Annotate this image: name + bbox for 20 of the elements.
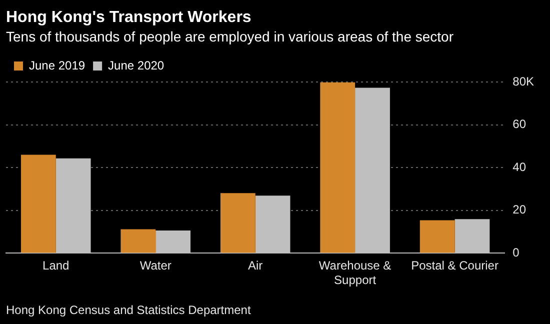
text: Hong Kong Census and Statistics Department <box>6 303 252 317</box>
bar <box>220 193 256 253</box>
legend-label: June 2020 <box>108 58 164 72</box>
x-tick-label: Land <box>42 258 70 273</box>
bar <box>20 154 56 253</box>
y-tick-label: 60 <box>512 117 526 132</box>
chart-title: Hong Kong's Transport Workers <box>6 9 252 26</box>
y-tick-label: 20 <box>512 202 526 217</box>
x-tick-label: Warehouse & Support <box>318 258 392 288</box>
y-tick-label: 80K <box>512 74 534 88</box>
bar <box>120 229 156 253</box>
y-tick-label: 0 <box>512 246 520 260</box>
x-tick-label: Air <box>248 258 263 273</box>
chart-subtitle: Tens of thousands of people are employed in various areas of the sector <box>6 28 454 44</box>
x-tick-label: Water <box>140 258 172 273</box>
x-tick-label: Postal & Courier <box>411 258 498 273</box>
bar <box>420 220 455 253</box>
legend-label: June 2019 <box>29 58 86 72</box>
bar <box>320 82 356 253</box>
y-tick-label: 40 <box>512 160 526 174</box>
